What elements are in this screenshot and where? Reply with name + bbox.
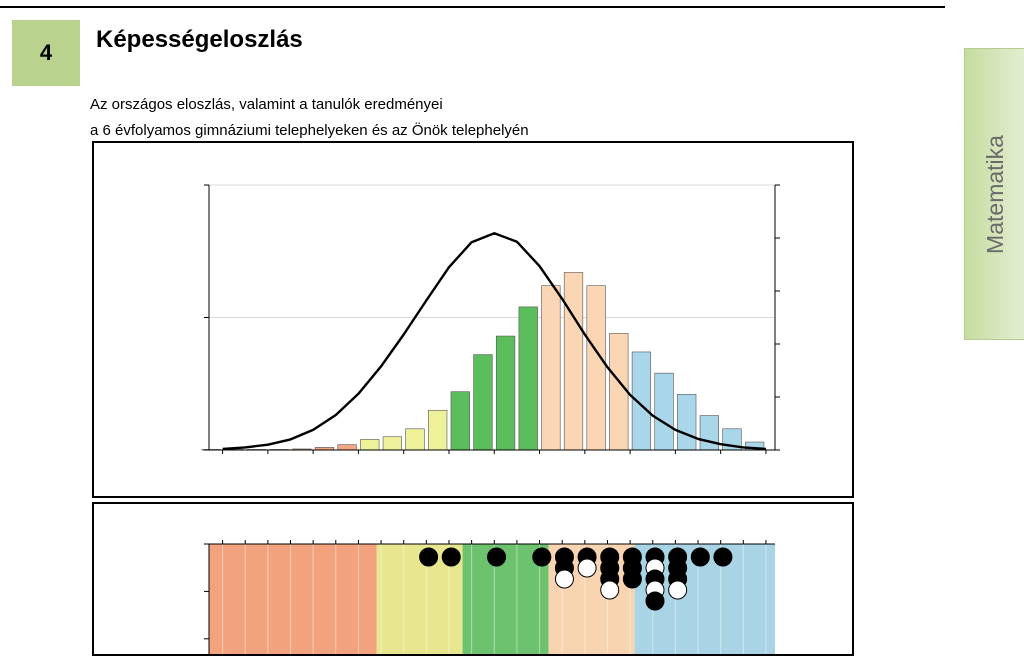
students-dot-chart-panel bbox=[92, 502, 854, 659]
histogram-bar bbox=[677, 394, 697, 451]
student-dot bbox=[622, 569, 642, 589]
histogram-bar bbox=[518, 306, 538, 451]
distribution-chart-panel bbox=[92, 141, 854, 498]
student-dot bbox=[554, 569, 574, 589]
top-rule bbox=[0, 6, 945, 8]
student-dot bbox=[419, 547, 439, 567]
subtitle-line-2: a 6 évfolyamos gimnáziumi telephelyeken … bbox=[90, 122, 529, 139]
histogram-bar bbox=[337, 444, 357, 451]
student-dot bbox=[600, 580, 620, 600]
histogram-bar bbox=[473, 354, 493, 451]
national-distribution-curve bbox=[222, 232, 766, 451]
chapter-number: 4 bbox=[39, 40, 53, 65]
student-dot bbox=[532, 547, 552, 567]
histogram-bar bbox=[428, 409, 448, 451]
chapter-number-badge: 4 bbox=[12, 20, 80, 86]
student-dot bbox=[713, 547, 733, 567]
student-dot bbox=[668, 580, 688, 600]
histogram-bar bbox=[586, 285, 606, 451]
histogram-bar bbox=[405, 428, 425, 451]
page-title: Képességeloszlás bbox=[96, 26, 303, 53]
student-dot bbox=[577, 558, 597, 578]
students-dot-chart bbox=[204, 540, 775, 659]
histogram-bar bbox=[631, 351, 652, 451]
histogram-bar bbox=[495, 335, 516, 451]
student-dot bbox=[487, 547, 507, 567]
subject-side-tab[interactable]: Matematika bbox=[964, 48, 1024, 340]
student-dot bbox=[441, 547, 461, 567]
histogram-bar bbox=[382, 436, 403, 451]
subtitle-line-1: Az országos eloszlás, valamint a tanulók… bbox=[90, 96, 443, 113]
histogram-bar bbox=[450, 391, 470, 451]
student-dot bbox=[690, 547, 710, 567]
histogram-bar bbox=[563, 272, 584, 451]
histogram-bar bbox=[541, 285, 561, 451]
histogram-bar bbox=[654, 372, 674, 451]
histogram-bar bbox=[699, 415, 719, 451]
student-dot bbox=[645, 591, 665, 611]
level-band bbox=[209, 544, 377, 659]
distribution-chart bbox=[201, 184, 780, 454]
histogram-bar bbox=[360, 439, 380, 451]
side-tab-label: Matematika bbox=[981, 134, 1008, 254]
histogram-bar bbox=[609, 333, 629, 451]
